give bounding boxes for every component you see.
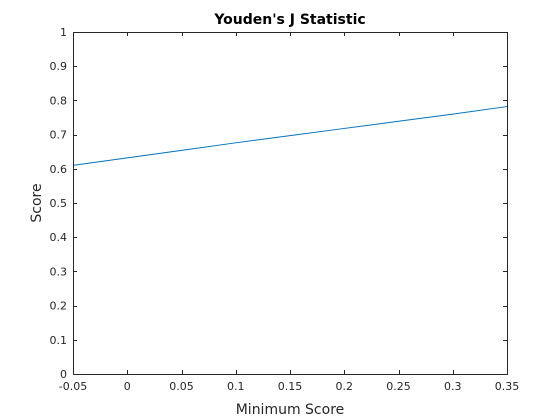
series-line xyxy=(72,106,508,166)
y-tick-label: 0.6 xyxy=(50,163,68,176)
axes-box xyxy=(73,32,508,375)
x-axis-ticks: -0.05 0 0.05 0.1 0.15 0.2 0.25 0.3 0.35 xyxy=(59,32,519,393)
x-axis-label: Minimum Score xyxy=(236,402,345,418)
y-tick-label: 0.2 xyxy=(50,300,68,313)
y-tick-label: 1 xyxy=(60,26,67,39)
y-tick-label: 0.5 xyxy=(50,197,68,210)
x-tick-label: 0.3 xyxy=(444,380,462,393)
x-tick-label: 0.35 xyxy=(495,380,520,393)
series-layer xyxy=(72,106,508,166)
chart-title: Youden's J Statistic xyxy=(213,12,365,28)
y-tick-label: 0.8 xyxy=(50,94,68,107)
x-tick-label: 0.05 xyxy=(169,380,194,393)
y-tick-label: 0 xyxy=(60,368,67,381)
y-tick-label: 0.4 xyxy=(50,231,68,244)
y-tick-label: 0.3 xyxy=(50,265,68,278)
x-tick-label: 0 xyxy=(124,380,131,393)
y-tick-label: 0.1 xyxy=(50,334,68,347)
x-tick-label: 0.25 xyxy=(386,380,411,393)
x-tick-label: 0.2 xyxy=(336,380,354,393)
x-tick-label: -0.05 xyxy=(59,380,87,393)
x-tick-label: 0.15 xyxy=(278,380,303,393)
x-tick-label: 0.1 xyxy=(227,380,245,393)
plot-area xyxy=(73,32,507,374)
y-axis-label: Score xyxy=(29,183,45,222)
y-tick-label: 0.7 xyxy=(50,129,68,142)
y-tick-label: 0.9 xyxy=(50,60,68,73)
y-axis-ticks: 0 0.1 0.2 0.3 0.4 0.5 0.6 0.7 0.8 0.9 1 xyxy=(50,26,507,381)
